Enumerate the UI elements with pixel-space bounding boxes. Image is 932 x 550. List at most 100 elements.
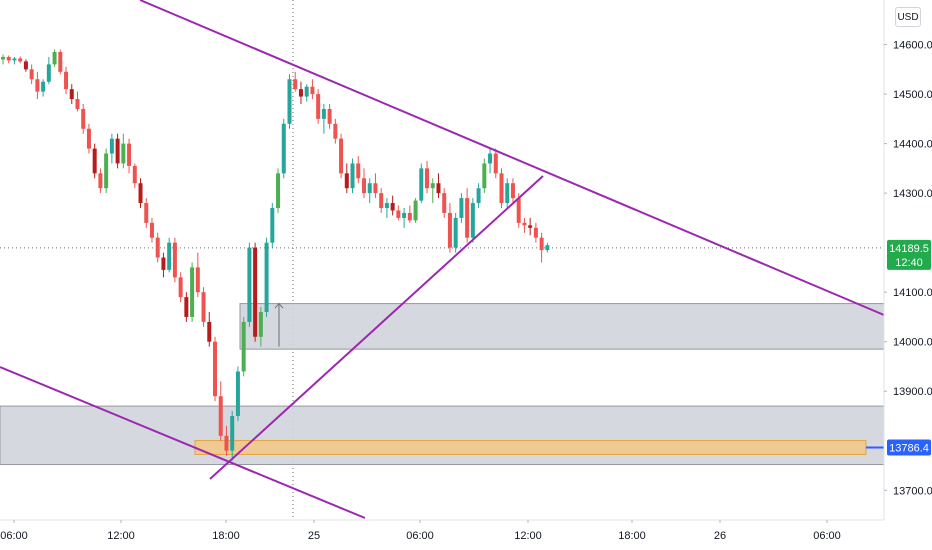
candle-body [35, 79, 40, 92]
candle-body [235, 371, 240, 416]
candle-body [98, 173, 103, 189]
candle-body [482, 163, 487, 189]
candle-body [184, 297, 189, 317]
candle-body [407, 212, 412, 221]
candle-body [224, 435, 229, 451]
candle-body [396, 210, 401, 218]
price-tick-label: 14600.0 [893, 40, 932, 52]
candle-body [321, 108, 326, 119]
candle-body [167, 242, 172, 270]
candle-body [58, 52, 63, 72]
candle-body [310, 86, 315, 95]
candle-body [390, 203, 395, 211]
upper-zone [239, 303, 885, 350]
price-badges: 14189.5 12:40 13786.4 [887, 239, 931, 456]
candle-body [12, 58, 17, 61]
candle-body [41, 81, 46, 92]
candle-body [425, 168, 430, 189]
candle-body [493, 153, 498, 174]
candle-body [264, 242, 269, 312]
candle-body [344, 173, 349, 189]
candle-body [470, 203, 475, 238]
candle-body [258, 312, 263, 337]
candle-body [327, 108, 332, 124]
candle-body [75, 99, 80, 109]
candle-body [339, 138, 344, 174]
level-rectangle [194, 440, 867, 455]
candle-body [138, 183, 143, 204]
level-price-label: 13786.4 [889, 442, 929, 454]
price-tick-label: 14500.0 [893, 89, 932, 101]
candle-body [488, 153, 493, 164]
candle-body [516, 198, 521, 223]
candle-body [178, 277, 183, 298]
candle-body [436, 183, 441, 194]
price-tick-label: 14300.0 [893, 188, 932, 200]
time-tick-label: 18:00 [618, 530, 646, 542]
candle-body [270, 208, 275, 243]
candle-body [149, 222, 154, 238]
countdown-label: 12:40 [895, 257, 923, 269]
candle-body [447, 212, 452, 248]
candle-body [29, 69, 34, 80]
candle-body [115, 138, 120, 164]
candle-body [23, 61, 28, 70]
candle-body [6, 56, 11, 61]
candle-body [195, 267, 200, 293]
time-tick-label: 12:00 [514, 530, 542, 542]
candle-body [241, 321, 246, 372]
candle-body [64, 71, 69, 90]
candle-body [213, 341, 218, 397]
candle-body [459, 198, 464, 218]
time-tick-label: 06:00 [813, 530, 841, 542]
candle-body [316, 94, 321, 119]
time-tick-label: 06:00 [406, 530, 434, 542]
candle-body [545, 245, 550, 251]
candle-body [127, 143, 132, 166]
candle-body [528, 225, 533, 228]
candle-body [298, 89, 303, 97]
candle-body [505, 183, 510, 204]
time-tick-label: 12:00 [107, 530, 135, 542]
candle-body [161, 257, 166, 270]
candle-body [379, 193, 384, 208]
candle-body [132, 165, 137, 184]
last-price-label: 14189.5 [889, 243, 929, 255]
candlesticks [1, 49, 550, 461]
candle-body [190, 267, 195, 317]
candle-body [430, 183, 435, 189]
support-zones [0, 302, 885, 466]
candle-body [476, 188, 481, 204]
candle-body [333, 123, 338, 139]
lower-zone [0, 405, 885, 466]
candle-body [419, 168, 424, 201]
candle-body [121, 143, 126, 164]
candle-body [81, 108, 86, 129]
currency-button[interactable]: USD [895, 7, 921, 27]
candle-body [109, 138, 114, 154]
candle-body [361, 178, 366, 194]
candle-body [144, 203, 149, 223]
time-axis: 06:00 12:00 18:00 25 06:00 12:00 18:00 26 06:00 [0, 519, 884, 542]
candle-body [18, 58, 23, 62]
chart-grid [0, 0, 884, 520]
candle-body [510, 183, 515, 199]
candle-body [539, 237, 544, 251]
time-tick-label: 25 [308, 530, 320, 542]
candle-body [104, 153, 109, 189]
candle-body [69, 89, 74, 100]
price-tick-label: 14100.0 [893, 287, 932, 299]
candle-body [402, 212, 407, 218]
candle-body [276, 173, 281, 208]
price-tick-label: 13700.0 [893, 485, 932, 497]
candle-body [92, 148, 97, 174]
candle-body [201, 292, 206, 322]
price-tick-label: 14400.0 [893, 139, 932, 151]
time-tick-label: 26 [714, 530, 726, 542]
candle-body [172, 242, 177, 278]
descending-trendline-upper [139, 0, 885, 316]
candle-body [52, 52, 57, 65]
candle-body [499, 173, 504, 204]
candle-body [1, 56, 5, 60]
